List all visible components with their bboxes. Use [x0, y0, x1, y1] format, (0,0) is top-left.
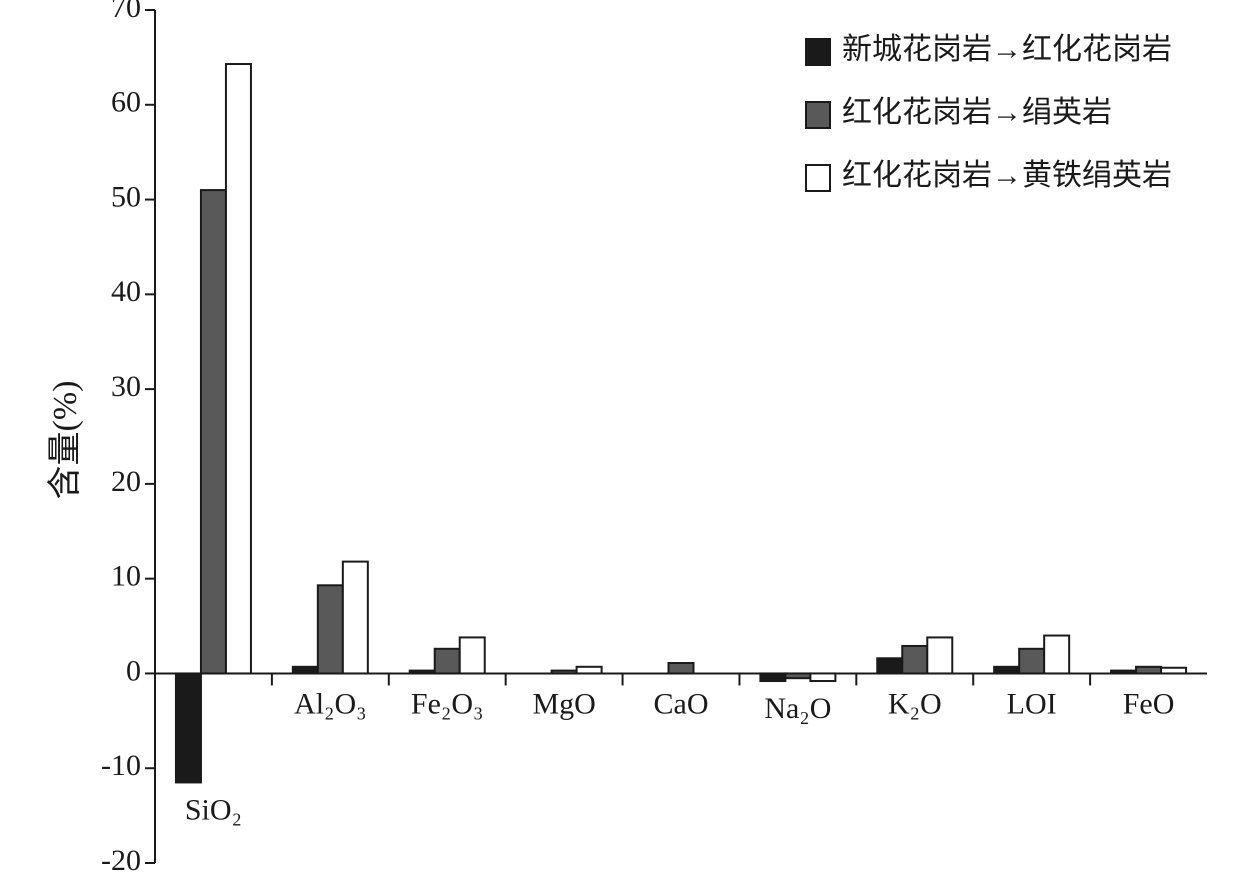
bar [809, 672, 837, 683]
legend-swatch [805, 101, 831, 129]
legend-swatch [805, 164, 831, 192]
legend-label: 新城花岗岩→红化花岗岩 [842, 33, 1172, 66]
x-tick-label: FeO [1123, 687, 1175, 720]
y-axis-label: 含量(%) [46, 381, 84, 500]
bar [316, 584, 344, 675]
bar [341, 560, 369, 675]
x-tick-label: Al₂O₃ [294, 687, 367, 720]
bar [1160, 666, 1188, 675]
y-tick-label: 70 [111, 0, 141, 24]
bar [784, 672, 812, 680]
bar [224, 63, 252, 675]
y-tick-label: 30 [111, 370, 141, 403]
bar [575, 665, 603, 675]
y-tick-label: 20 [111, 465, 141, 498]
bar [1043, 634, 1071, 675]
bar [993, 665, 1021, 675]
bar [901, 644, 929, 675]
y-tick-label: 60 [111, 86, 141, 119]
bar [1110, 669, 1138, 675]
bar [291, 665, 319, 675]
x-tick-label: MgO [532, 687, 595, 720]
bar [1135, 665, 1163, 675]
bar [174, 672, 202, 784]
bar [408, 669, 436, 675]
legend-label: 红化花岗岩→黄铁绢英岩 [842, 159, 1172, 192]
legend-label: 红化花岗岩→绢英岩 [842, 96, 1112, 129]
x-tick-label: SiO₂ [185, 793, 242, 826]
y-tick-label: 0 [126, 654, 141, 687]
bar [433, 647, 461, 675]
bar [876, 657, 904, 675]
y-tick-label: 50 [111, 180, 141, 213]
x-tick-label: LOI [1007, 687, 1057, 720]
legend-swatch [805, 38, 831, 66]
x-tick-label: CaO [654, 687, 709, 720]
bar [759, 672, 787, 683]
bar [667, 662, 695, 675]
bar [550, 669, 578, 675]
y-tick-label: 40 [111, 275, 141, 308]
x-tick-label: K₂O [888, 687, 942, 720]
y-tick-label: -10 [101, 749, 141, 782]
bar [1018, 647, 1046, 675]
x-tick-label: Na₂O [764, 692, 831, 725]
y-tick-label: 10 [111, 560, 141, 593]
bar [199, 189, 227, 675]
y-tick-label: -20 [101, 844, 141, 874]
bar [926, 636, 954, 675]
bar [458, 636, 486, 675]
x-tick-label: Fe₂O₃ [411, 687, 484, 720]
